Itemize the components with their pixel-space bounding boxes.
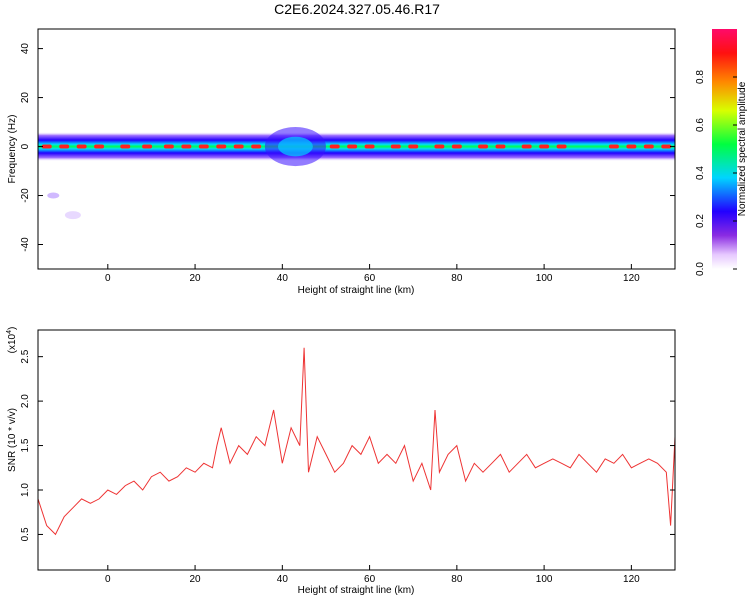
spectral-peak (251, 144, 262, 149)
spectral-peak (539, 144, 550, 149)
spectral-artifact (64, 211, 81, 220)
snr-x-tick-label: 100 (536, 574, 553, 585)
spectrogram-x-tick-label: 80 (451, 273, 463, 284)
spectral-peak (608, 144, 619, 149)
spectrogram-y-tick-label: 40 (20, 43, 31, 55)
spectral-peak (233, 144, 244, 149)
spectrogram-frame (37, 28, 676, 270)
snr-y-tick-label: 0.5 (20, 527, 31, 541)
spectral-peak (59, 144, 70, 149)
colorbar-tick-label: 0.2 (695, 214, 706, 228)
colorbar-tick-label: 0.4 (695, 166, 706, 180)
colorbar-tick-label: 0.6 (695, 118, 706, 132)
spectral-peak (521, 144, 532, 149)
snr-x-tick-label: 60 (364, 574, 376, 585)
spectrogram-y-tick-label: 20 (20, 92, 31, 104)
spectral-peak (495, 144, 506, 149)
spectral-disturbance-core (277, 136, 313, 157)
spectrogram-x-tick-label: 100 (536, 273, 553, 284)
snr-panel: 0 20 40 60 80 100 120 2.5 2.0 1.5 1.0 0.5 Height of… (6, 327, 676, 596)
spectrogram-panel: 0 20 40 60 80 100 120 40 20 0 -20 -40 Height of str… (7, 28, 676, 296)
spectral-peak (142, 144, 153, 149)
spectral-peak (556, 144, 567, 149)
spectrogram-ylabel: Frequency (Hz) (7, 115, 18, 184)
spectrogram-xlabel: Height of straight line (km) (298, 285, 415, 296)
colorbar-tick-label: 0.0 (695, 262, 706, 276)
spectrogram-y-tick-label: -20 (20, 188, 31, 203)
spectral-peak (181, 144, 192, 149)
colorbar-ticks: 0.0 0.2 0.4 0.6 0.8 (695, 70, 737, 276)
snr-plot-area (38, 347, 675, 536)
spectrogram-x-tick-label: 20 (190, 273, 202, 284)
spectral-peak (41, 144, 52, 149)
snr-frame (37, 329, 676, 571)
snr-y-tick-label: 1.0 (20, 483, 31, 497)
snr-x-tick-label: 120 (623, 574, 640, 585)
spectral-peak (478, 144, 489, 149)
spectrogram-y-tick-label: -40 (20, 237, 31, 252)
spectrogram-ticks: 0 20 40 60 80 100 120 40 20 0 -20 -40 (20, 43, 675, 284)
spectral-peak (94, 144, 105, 149)
snr-x-tick-label: 80 (451, 574, 463, 585)
spectrogram-x-tick-label: 60 (364, 273, 376, 284)
spectrogram-heatmap (38, 126, 675, 220)
spectral-peak (626, 144, 637, 149)
snr-y-tick-label: 2.5 (20, 349, 31, 363)
spectrogram-x-tick-label: 0 (105, 273, 111, 284)
spectrogram-x-tick-label: 120 (623, 273, 640, 284)
snr-series-line (38, 347, 675, 536)
spectral-artifact (47, 192, 60, 199)
spectral-peak (347, 144, 358, 149)
snr-x-tick-label: 0 (105, 574, 111, 585)
spectral-peak (198, 144, 209, 149)
spectrogram-x-tick-label: 40 (277, 273, 289, 284)
colorbar-gradient (712, 29, 737, 269)
spectral-peak (216, 144, 227, 149)
spectral-peak (390, 144, 401, 149)
snr-x-tick-label: 20 (190, 574, 202, 585)
snr-multiplier: (x104) (6, 327, 18, 354)
snr-x-tick-label: 40 (277, 574, 289, 585)
snr-ylabel: SNR (10 * v/v) (7, 408, 18, 472)
spectral-peak (120, 144, 131, 149)
spectral-peak (408, 144, 419, 149)
colorbar-label: Normalized spectral amplitude (737, 81, 748, 216)
colorbar-tick-label: 0.8 (695, 70, 706, 84)
spectral-peak (329, 144, 340, 149)
snr-y-tick-label: 2.0 (20, 394, 31, 408)
spectral-peak (364, 144, 375, 149)
colorbar: 0.0 0.2 0.4 0.6 0.8 Normalized spectral ampl… (695, 29, 748, 276)
spectral-peak (661, 144, 672, 149)
spectral-peak (451, 144, 462, 149)
snr-y-tick-label: 1.5 (20, 438, 31, 452)
spectral-peak (434, 144, 445, 149)
figure-title: C2E6.2024.327.05.46.R17 (274, 1, 440, 17)
snr-ticks: 0 20 40 60 80 100 120 2.5 2.0 1.5 1.0 0.5 (20, 349, 675, 585)
spectral-peak (163, 144, 174, 149)
spectral-peak (643, 144, 654, 149)
spectrogram-y-tick-label: 0 (20, 143, 31, 149)
snr-xlabel: Height of straight line (km) (298, 585, 415, 596)
spectral-peak (76, 144, 87, 149)
